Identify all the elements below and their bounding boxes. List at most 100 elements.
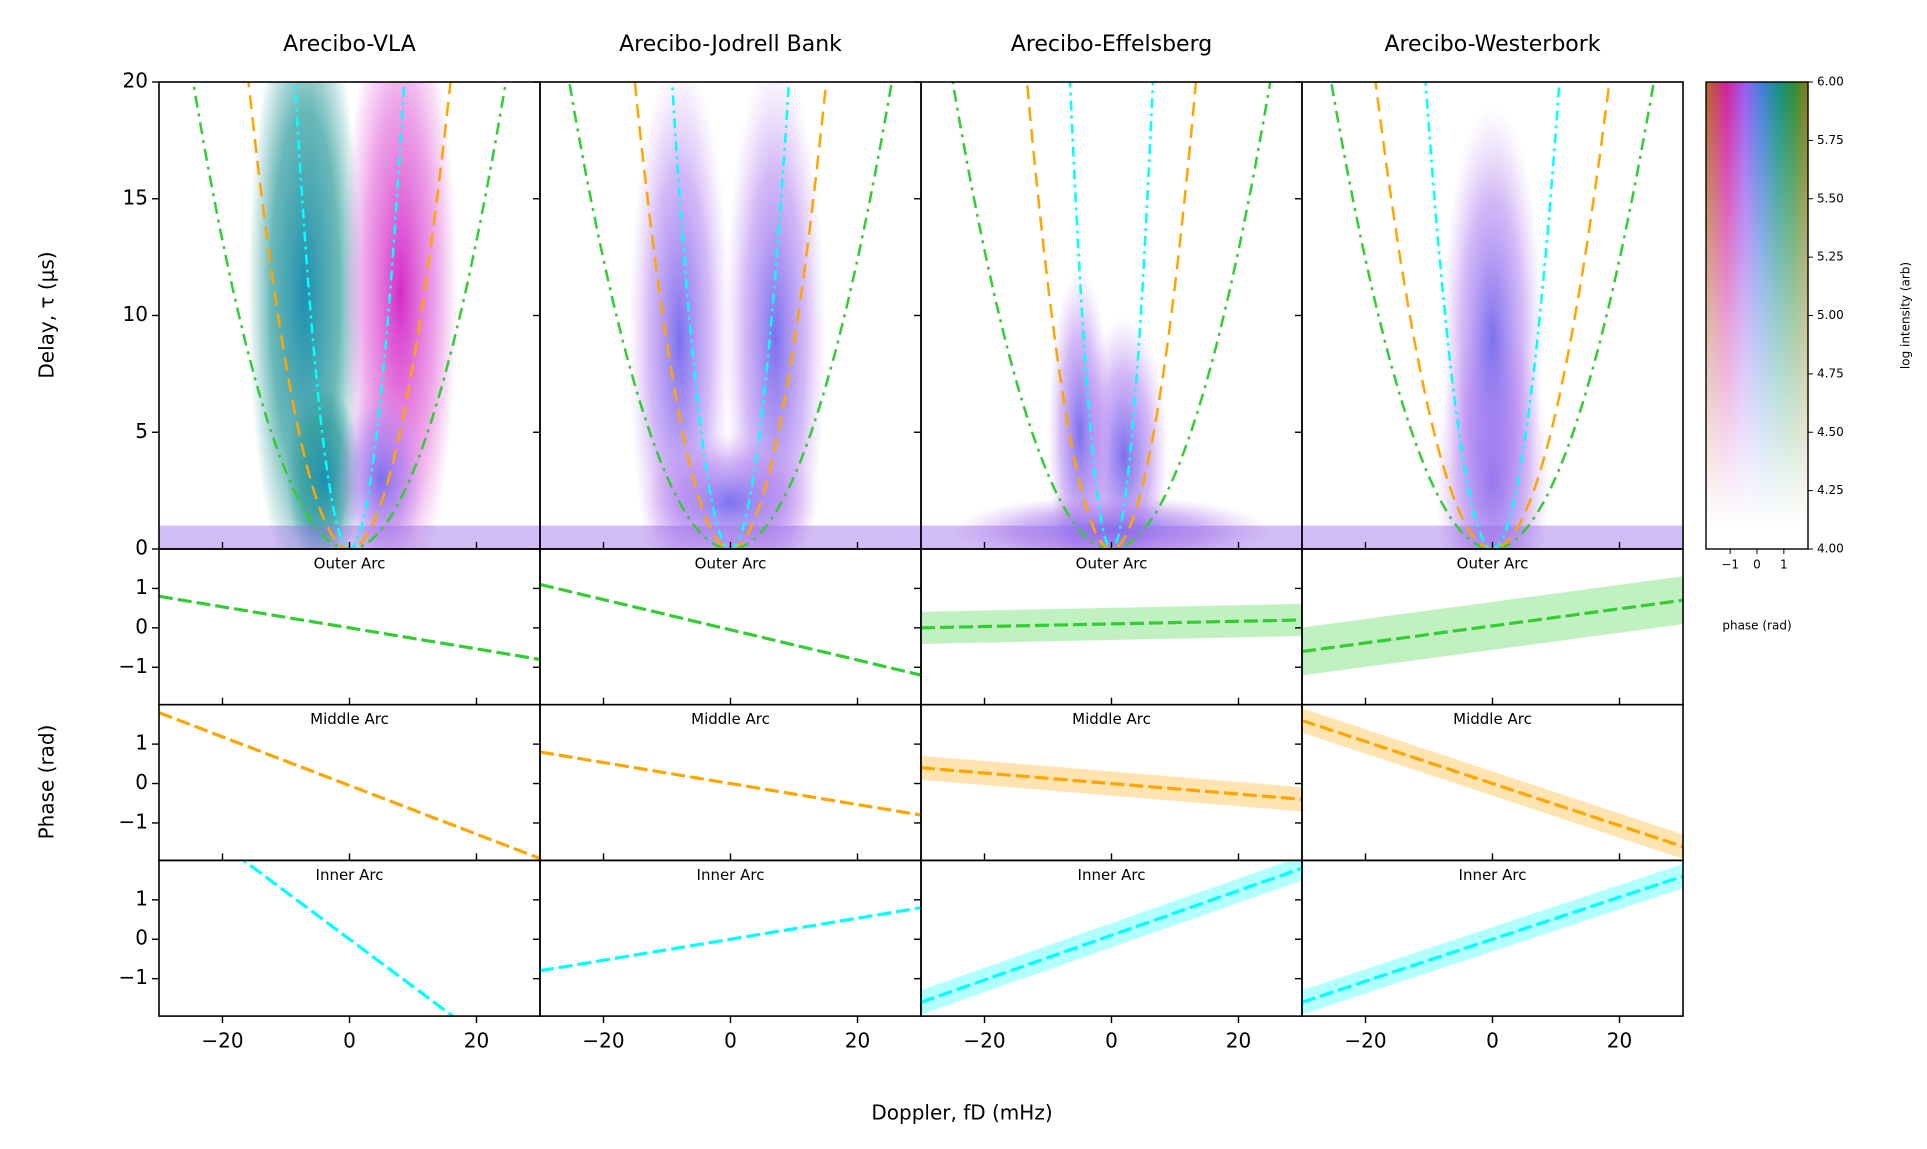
- y-tick-label: 0: [135, 770, 148, 794]
- spectrum-floor: [921, 525, 1302, 549]
- spectrum-blob: [628, 82, 731, 549]
- y-axis-label: Delay, τ (μs): [35, 251, 59, 378]
- x-tick-label: 20: [464, 1029, 489, 1053]
- colorbar-tick-label: 5.00: [1817, 308, 1844, 322]
- phase-fit: [1302, 598, 1683, 654]
- phase-panel: [1302, 863, 1683, 1015]
- y-tick-label: 1: [135, 575, 148, 599]
- panel-label: Middle Arc: [1072, 710, 1151, 728]
- panel-label: Inner Arc: [316, 866, 384, 884]
- y-tick-label: 0: [135, 926, 148, 950]
- spectrum-blob: [641, 432, 820, 549]
- panel-title: Arecibo-Effelsberg: [1011, 32, 1212, 57]
- y-tick-label: −1: [119, 654, 148, 678]
- x-tick-label: 0: [1105, 1029, 1118, 1053]
- colorbar-tick-label: 4.75: [1817, 366, 1844, 380]
- panel-label: Middle Arc: [691, 710, 770, 728]
- colorbar-tick-label: 5.25: [1817, 250, 1844, 264]
- colorbar-tick-label: 0: [1753, 558, 1761, 572]
- spectrum-blob: [724, 82, 826, 549]
- spectrum-blob: [1048, 268, 1112, 549]
- phase-fit: [540, 906, 921, 973]
- panel-label: Outer Arc: [1076, 555, 1148, 573]
- x-axis-label: Doppler, fD (mHz): [871, 1101, 1052, 1125]
- panel-label: Outer Arc: [1457, 555, 1529, 573]
- colorbar-x-label: phase (rad): [1722, 619, 1791, 633]
- spectrum-panel: [540, 82, 921, 549]
- x-tick-label: 0: [1486, 1029, 1499, 1053]
- x-tick-label: −20: [201, 1029, 243, 1053]
- colorbar-tick-label: 4.00: [1817, 542, 1844, 556]
- x-tick-label: −20: [1344, 1029, 1386, 1053]
- y-tick-label: 10: [123, 302, 148, 326]
- spectrum-panel: [1302, 82, 1683, 549]
- spectrum-floor: [159, 525, 540, 549]
- phase-panel: [540, 906, 921, 973]
- y-tick-label: 1: [135, 731, 148, 755]
- arc-fit: [951, 82, 1272, 549]
- x-tick-label: 0: [724, 1029, 737, 1053]
- phase-panel: [159, 594, 540, 661]
- phase-panel: [1302, 576, 1683, 676]
- colorbar-y-label: log intensity (arb): [1899, 262, 1913, 369]
- phase-panel: [159, 711, 540, 860]
- spectrum-floor: [1302, 525, 1683, 549]
- phase-panel: [921, 755, 1302, 812]
- x-tick-label: 20: [845, 1029, 870, 1053]
- colorbar-tick-label: 5.75: [1817, 133, 1844, 147]
- phase-fit: [240, 860, 456, 1017]
- colorbar-tick-label: 4.25: [1817, 483, 1844, 497]
- phase-panel: [1302, 708, 1683, 859]
- phase-fit: [1302, 874, 1683, 1004]
- panel-label: Inner Arc: [1078, 866, 1146, 884]
- y-tick-label: −1: [119, 965, 148, 989]
- colorbar-tick-label: 1: [1780, 558, 1788, 572]
- spectrum-floor: [540, 525, 921, 549]
- x-tick-label: −20: [963, 1029, 1005, 1053]
- phase-fit: [921, 866, 1302, 1004]
- phase-fit: [540, 582, 921, 677]
- spectrum-blob: [1441, 105, 1544, 549]
- phase-panel: [921, 860, 1302, 1015]
- x-tick-label: 20: [1607, 1029, 1632, 1053]
- panel-label: Inner Arc: [1459, 866, 1527, 884]
- phase-panel: [540, 582, 921, 677]
- colorbar-fade: [1706, 82, 1808, 549]
- panel-label: Outer Arc: [695, 555, 767, 573]
- y-tick-label: 15: [123, 185, 148, 209]
- colorbar-tick-label: 6.00: [1817, 75, 1844, 89]
- phase-fit: [159, 711, 540, 860]
- phase-fit: [159, 594, 540, 661]
- y-tick-label: −1: [119, 809, 148, 833]
- spectrum-blob: [336, 385, 426, 549]
- colorbar-tick-label: 4.50: [1817, 425, 1844, 439]
- panel-title: Arecibo-VLA: [283, 32, 416, 57]
- y-tick-label: 5: [135, 419, 148, 443]
- y-tick-label: 0: [135, 614, 148, 638]
- y-tick-label: 1: [135, 886, 148, 910]
- x-tick-label: −20: [582, 1029, 624, 1053]
- panel-label: Inner Arc: [697, 866, 765, 884]
- x-tick-label: 0: [343, 1029, 356, 1053]
- panel-title: Arecibo-Westerbork: [1384, 32, 1600, 57]
- colorbar-tick-label: −1: [1721, 558, 1739, 572]
- phase-panel: [921, 603, 1302, 645]
- phase-panel: [540, 750, 921, 817]
- y-axis-label: Phase (rad): [35, 725, 59, 840]
- phase-fit: [540, 750, 921, 817]
- x-tick-label: 20: [1226, 1029, 1251, 1053]
- y-tick-label: 0: [135, 536, 148, 560]
- spectrum-panel: [921, 82, 1302, 549]
- panel-label: Middle Arc: [1453, 710, 1532, 728]
- panel-title: Arecibo-Jodrell Bank: [619, 32, 842, 57]
- spectrum-panel: [159, 82, 540, 549]
- colorbar-tick-label: 5.50: [1817, 191, 1844, 205]
- phase-fit: [1302, 718, 1683, 849]
- phase-fit: [921, 618, 1302, 630]
- y-tick-label: 20: [123, 69, 148, 93]
- phase-panel: [240, 860, 456, 1017]
- phase-fit: [921, 766, 1302, 801]
- fit-band: [921, 860, 1302, 1015]
- panel-label: Outer Arc: [314, 555, 386, 573]
